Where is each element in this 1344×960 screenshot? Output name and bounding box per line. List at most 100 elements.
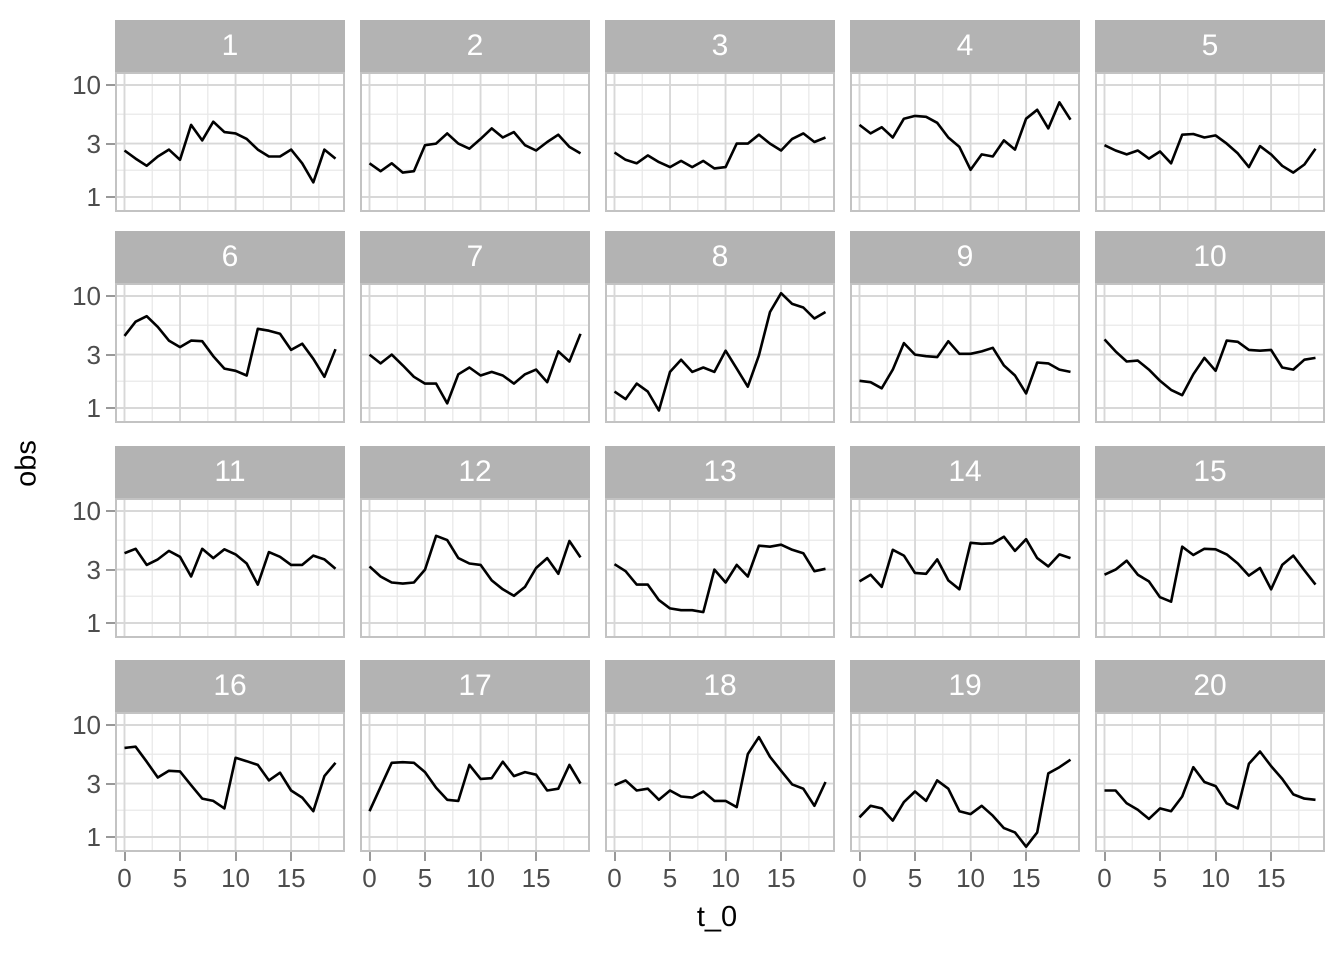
x-axis-tick — [613, 852, 616, 861]
facet-strip: 19 — [850, 660, 1080, 712]
x-axis-tick — [914, 852, 917, 861]
x-axis-tick-label: 5 — [907, 863, 923, 893]
y-axis-tick-label: 1 — [86, 822, 101, 852]
facet-panel: 2 — [360, 20, 590, 212]
x-axis-tick-label: 5 — [417, 863, 433, 893]
facet-strip-label: 1 — [221, 29, 239, 62]
line-chart-panel — [1095, 283, 1325, 423]
x-axis-tick — [479, 852, 482, 861]
y-axis-tick-label: 1 — [86, 608, 101, 638]
facet-panel: 7 — [360, 231, 590, 423]
x-axis-tick — [1025, 852, 1028, 861]
y-axis-title: obs — [10, 440, 43, 487]
x-axis-tick — [290, 852, 293, 861]
x-axis-tick-label: 10 — [1201, 863, 1230, 893]
line-chart-panel — [605, 498, 835, 638]
facet-panel: 12 — [360, 446, 590, 638]
line-chart-panel — [605, 283, 835, 423]
y-axis-tick — [106, 568, 115, 571]
facet-panel: 14 — [850, 446, 1080, 638]
y-axis-tick-label: 10 — [72, 710, 101, 740]
facet-strip: 16 — [115, 660, 345, 712]
facet-panel: 1 — [115, 20, 345, 212]
facet-strip-label: 11 — [214, 455, 246, 488]
x-axis-tick — [969, 852, 972, 861]
x-axis-tick — [780, 852, 783, 861]
line-chart-panel — [115, 72, 345, 212]
data-line — [368, 760, 582, 812]
y-axis-tick-label: 3 — [86, 554, 101, 585]
line-chart-panel — [850, 498, 1080, 638]
line-chart-panel — [605, 712, 835, 852]
line-chart-panel — [115, 283, 345, 423]
facet-panel: 18 — [605, 660, 835, 852]
facet-panel: 10 — [1095, 231, 1325, 423]
x-axis-tick-label: 0 — [607, 863, 622, 893]
facet-panel: 19 — [850, 660, 1080, 852]
y-axis-tick-label: 10 — [72, 70, 101, 100]
y-axis-tick — [106, 510, 115, 512]
line-chart-panel — [850, 72, 1080, 212]
data-line — [123, 120, 337, 184]
x-axis-tick-label: 15 — [521, 863, 551, 893]
x-axis-tick-label: 5 — [1152, 863, 1168, 893]
facet-panel: 6 — [115, 231, 345, 423]
facet-panel: 17 — [360, 660, 590, 852]
facet-strip: 7 — [360, 231, 590, 283]
facet-strip: 10 — [1095, 231, 1325, 283]
x-axis-tick — [858, 852, 861, 861]
y-axis-tick-label: 1 — [86, 393, 101, 423]
x-axis-tick — [724, 852, 727, 861]
x-axis-tick — [123, 852, 126, 861]
x-axis-tick — [234, 852, 237, 861]
x-axis-title: t_0 — [696, 901, 738, 933]
data-line — [858, 100, 1072, 172]
x-axis-tick-label: 15 — [766, 863, 796, 893]
data-line — [368, 333, 582, 405]
facet-panel: 11 — [115, 446, 345, 638]
x-axis-tick-label: 10 — [466, 863, 495, 893]
facet-panel: 4 — [850, 20, 1080, 212]
x-axis-tick — [1214, 852, 1217, 861]
facet-panel: 8 — [605, 231, 835, 423]
y-axis-tick-label: 3 — [86, 768, 101, 799]
data-line — [124, 547, 337, 586]
facet-strip: 12 — [360, 446, 590, 498]
x-axis-tick-label: 10 — [956, 863, 985, 893]
line-chart-panel — [850, 712, 1080, 852]
x-axis-tick-label: 0 — [852, 863, 867, 893]
x-axis-tick-label: 10 — [711, 863, 740, 893]
y-axis-tick-label: 10 — [72, 496, 101, 526]
y-axis-tick-label: 1 — [86, 182, 101, 212]
facet-strip-label: 10 — [1193, 240, 1227, 273]
facet-strip-label: 14 — [948, 455, 982, 488]
data-line — [1103, 545, 1317, 603]
facet-strip: 14 — [850, 446, 1080, 498]
y-axis-tick-label: 3 — [86, 339, 101, 370]
line-chart-panel — [605, 72, 835, 212]
line-chart-panel — [850, 283, 1080, 423]
data-line — [858, 535, 1071, 591]
facet-strip: 6 — [115, 231, 345, 283]
y-axis-tick — [106, 836, 115, 838]
x-axis-tick-label: 10 — [221, 863, 250, 893]
facet-strip-label: 6 — [221, 240, 239, 273]
x-axis-tick — [1103, 852, 1106, 861]
x-axis-tick — [179, 852, 182, 861]
data-line — [124, 745, 337, 813]
facet-strip-label: 2 — [466, 29, 484, 62]
y-axis-tick — [106, 622, 115, 624]
x-axis-tick-label: 0 — [117, 863, 132, 893]
facet-strip-label: 13 — [703, 455, 737, 488]
line-chart-panel — [360, 712, 590, 852]
x-axis-tick — [1270, 852, 1273, 861]
facet-strip: 4 — [850, 20, 1080, 72]
data-line — [1103, 132, 1317, 174]
x-axis-tick — [368, 852, 371, 861]
facet-strip-label: 4 — [956, 29, 974, 62]
x-axis-tick-label: 15 — [1256, 863, 1286, 893]
facet-strip: 3 — [605, 20, 835, 72]
y-axis-tick — [106, 782, 115, 785]
facet-panel: 13 — [605, 446, 835, 638]
x-axis-tick-label: 0 — [362, 863, 377, 893]
